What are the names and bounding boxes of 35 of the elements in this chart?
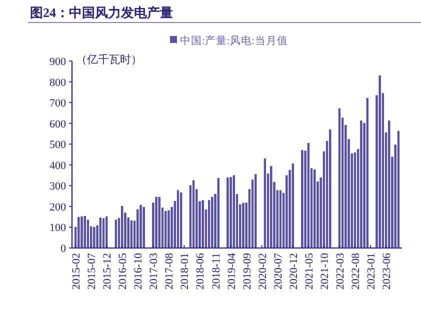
x-tick-label: 2020-12 (288, 253, 300, 290)
x-tick-label: 2018-11 (210, 253, 222, 290)
x-tick-label: 2023-01 (366, 253, 378, 290)
y-tick-label: 300 (50, 180, 66, 193)
y-tick-label: 900 (50, 56, 66, 68)
y-tick-label: 100 (50, 222, 66, 234)
x-tick-label: 2022-08 (350, 252, 362, 290)
x-tick-label: 2015-02 (70, 253, 83, 290)
y-tick-label: 700 (50, 98, 66, 110)
y-axis-title: （亿千瓦时） (76, 53, 142, 66)
x-tick-label: 2015-12 (102, 253, 114, 290)
x-tick-label: 2022-03 (334, 252, 346, 290)
y-tick-label: 600 (50, 118, 66, 130)
y-tick-label: 200 (50, 201, 66, 214)
x-tick-label: 2019-09 (241, 252, 254, 290)
y-tick-label: 400 (50, 160, 66, 172)
y-tick-label: 800 (50, 76, 66, 89)
x-tick-label: 2019-04 (226, 252, 238, 290)
x-tick-label: 2016-05 (117, 252, 130, 290)
x-tick-label: 2020-07 (272, 252, 284, 290)
x-tick-label: 2016-10 (132, 252, 145, 290)
x-tick-label: 2021-10 (318, 252, 331, 290)
x-tick-label: 2018-01 (179, 253, 192, 290)
x-tick-label: 2021-05 (303, 252, 316, 290)
chart-title: 图24：中国风力发电产量 (30, 5, 173, 20)
legend-label: 中国:产量:风电:当月值 (180, 34, 288, 47)
y-tick-label: 0 (60, 243, 66, 255)
x-tick-label: 2023-06 (381, 252, 394, 290)
y-tick-label: 500 (50, 139, 66, 152)
legend: 中国:产量:风电:当月值 (170, 36, 288, 47)
x-tick-label: 2017-08 (164, 252, 176, 290)
x-tick-label: 2020-02 (256, 253, 269, 290)
x-tick-label: 2018-06 (194, 252, 207, 290)
x-tick-label: 2017-03 (148, 252, 160, 290)
x-tick-label: 2015-07 (86, 252, 98, 290)
